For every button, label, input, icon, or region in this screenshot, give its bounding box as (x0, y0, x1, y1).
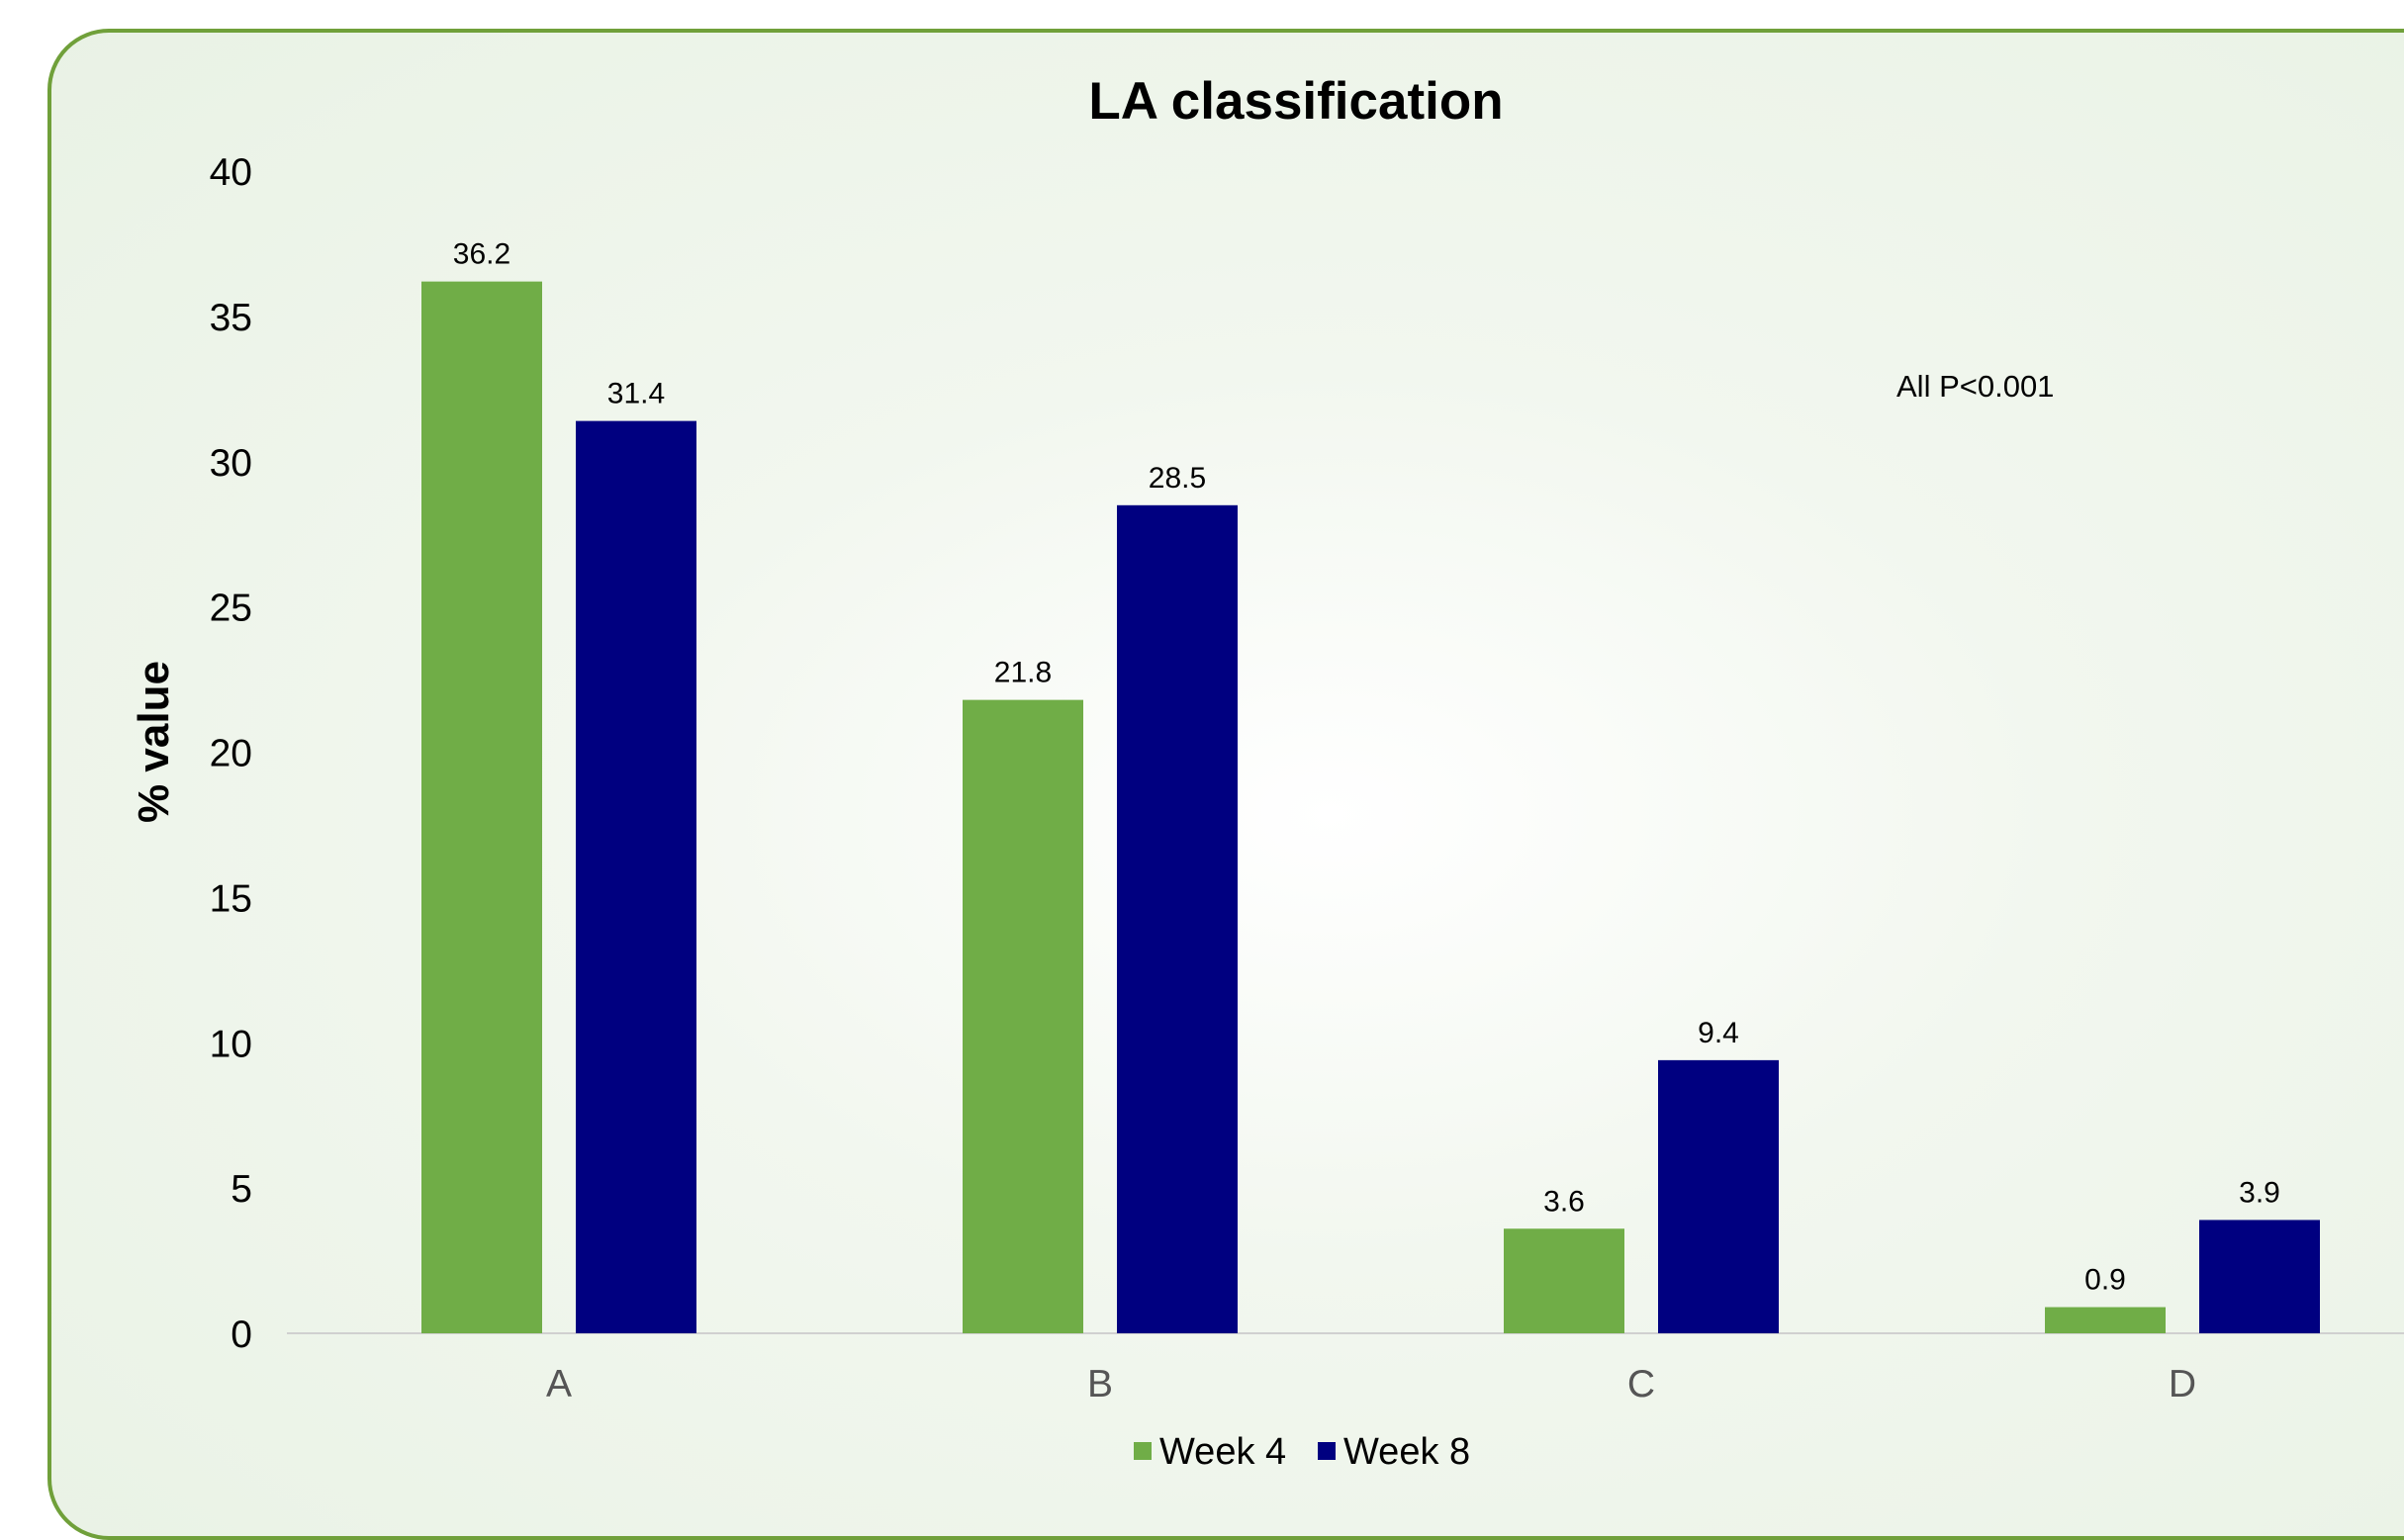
bar-a-week-4 (421, 281, 542, 1333)
legend-swatch-week-8 (1318, 1442, 1336, 1460)
category-label-c: C (1627, 1363, 1655, 1405)
y-tick-label: 40 (210, 151, 252, 194)
data-label: 3.9 (2239, 1176, 2280, 1209)
y-tick-label: 30 (210, 442, 252, 485)
y-axis-ticks: 0 5 10 15 20 25 30 35 40 (210, 151, 252, 1356)
bar-c-week-8 (1658, 1059, 1779, 1333)
data-label: 28.5 (1149, 462, 1206, 495)
y-tick-label: 20 (210, 733, 252, 775)
data-label: 0.9 (2084, 1264, 2126, 1297)
category-label-a: A (546, 1363, 572, 1405)
y-tick-label: 5 (231, 1168, 252, 1211)
legend-label-week-8: Week 8 (1343, 1431, 1470, 1473)
y-tick-label: 35 (210, 297, 252, 339)
chart-title: LA classification (1088, 72, 1503, 131)
bars-group: 36.2 31.4 21.8 28.5 3.6 9.4 0.9 3.9 (421, 238, 2320, 1333)
data-label: 3.6 (1543, 1185, 1585, 1218)
y-axis-label: % value (130, 661, 178, 823)
category-label-b: B (1087, 1363, 1113, 1405)
bar-c-week-4 (1504, 1228, 1624, 1333)
legend-swatch-week-4 (1134, 1442, 1152, 1460)
p-value-annotation: All P<0.001 (1896, 369, 2054, 404)
legend-label-week-4: Week 4 (1159, 1431, 1286, 1473)
y-tick-label: 10 (210, 1023, 252, 1065)
legend: Week 4 Week 8 (1134, 1431, 1470, 1473)
data-label: 31.4 (607, 378, 665, 410)
data-label: 21.8 (994, 657, 1052, 689)
bar-b-week-8 (1117, 504, 1238, 1333)
y-tick-label: 0 (231, 1314, 252, 1356)
y-tick-label: 25 (210, 588, 252, 630)
la-classification-chart: LA classification % value All P<0.001 0 5… (130, 72, 2404, 1473)
bar-d-week-8 (2199, 1220, 2320, 1333)
data-label: 9.4 (1698, 1017, 1739, 1049)
y-tick-label: 15 (210, 877, 252, 920)
bar-d-week-4 (2045, 1307, 2166, 1333)
bar-b-week-4 (963, 699, 1083, 1333)
category-labels: A B C D (546, 1363, 2196, 1405)
data-label: 36.2 (453, 238, 510, 271)
bar-a-week-8 (576, 420, 696, 1333)
category-label-d: D (2169, 1363, 2196, 1405)
